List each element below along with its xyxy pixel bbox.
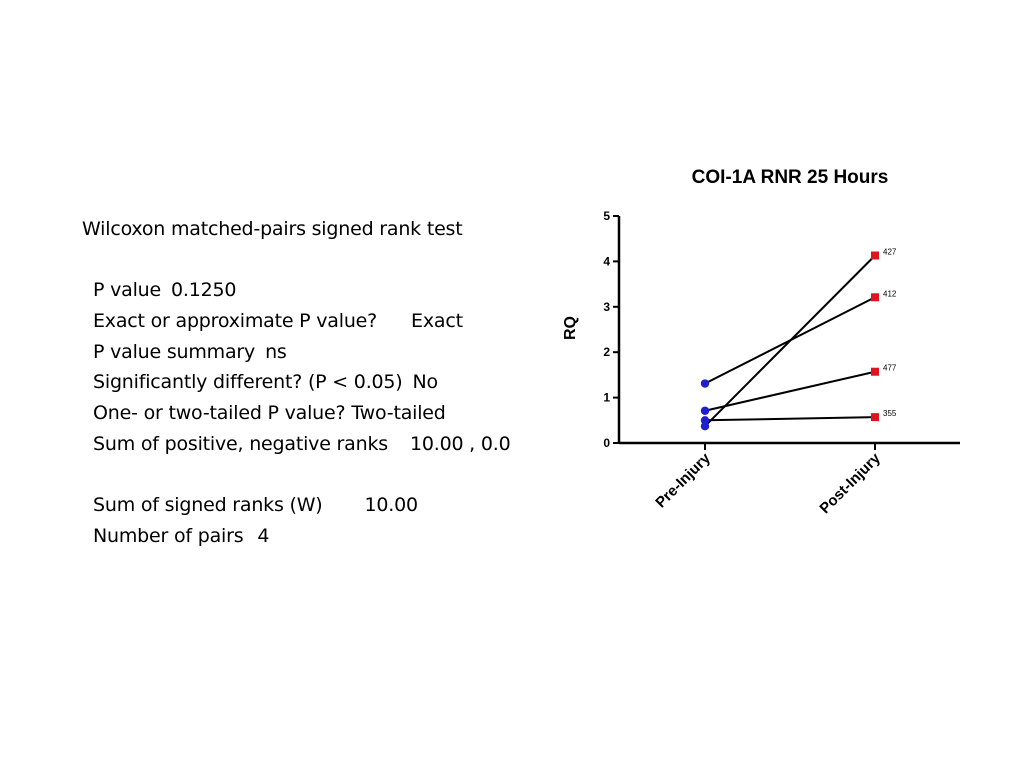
y-tick-label: 1 <box>603 391 610 405</box>
y-tick-label: 0 <box>603 436 610 450</box>
stat-label: P value <box>93 279 161 302</box>
results-block-b: Sum of signed ranks (W) 10.00 Number of p… <box>82 490 562 551</box>
stat-row-summary: P value summary ns <box>82 337 562 368</box>
stat-value: Two-tailed <box>351 402 446 425</box>
stat-value: 10.00 <box>364 494 419 517</box>
stat-value: 4 <box>257 524 270 547</box>
results-block-a: P value 0.1250 Exact or approximate P val… <box>82 275 562 459</box>
stat-row-significant: Significantly different? (P < 0.05) No <box>82 367 562 398</box>
point-label: 412 <box>883 289 897 298</box>
series-line <box>704 296 876 385</box>
y-tick-label: 4 <box>603 254 610 268</box>
pre-injury-point <box>700 416 710 425</box>
y-tick-label: 5 <box>603 209 610 223</box>
chart-title: COI-1A RNR 25 Hours <box>692 167 889 188</box>
statistics-panel: Wilcoxon matched-pairs signed rank test … <box>82 214 562 552</box>
axes: 0 1 2 3 4 5 Pre-Injury Post-Injury <box>603 209 960 517</box>
stat-label: P value summary <box>93 340 256 363</box>
y-tick-label: 3 <box>603 300 610 314</box>
series-line <box>704 416 876 422</box>
point-label: 355 <box>883 409 897 418</box>
stat-value: No <box>412 371 439 394</box>
stat-label: Sum of signed ranks (W) <box>93 494 323 517</box>
y-axis-label: RQ <box>562 316 579 340</box>
x-tick-label: Pre-Injury <box>652 449 714 511</box>
stat-label: Number of pairs <box>93 524 244 547</box>
stat-row-pairs: Number of pairs 4 <box>82 521 562 552</box>
stat-label: One- or two-tailed P value? <box>93 402 346 425</box>
y-tick-label: 2 <box>603 345 610 359</box>
series-line <box>704 370 876 412</box>
markers: 427 412 477 355 <box>700 247 897 431</box>
pre-injury-point <box>700 406 710 415</box>
stat-label: Significantly different? (P < 0.05) <box>93 371 403 394</box>
point-label: 477 <box>883 364 897 373</box>
stat-value: Exact <box>411 310 463 333</box>
stat-row-tails: One- or two-tailed P value? Two-tailed <box>82 398 562 429</box>
x-tick-label: Post-Injury <box>816 449 884 517</box>
post-injury-point <box>871 251 879 260</box>
series-lines <box>704 254 876 427</box>
pre-injury-point <box>700 422 710 431</box>
stat-value: 0.1250 <box>171 279 237 302</box>
stat-row-p-value: P value 0.1250 <box>82 275 562 306</box>
stat-row-ranks: Sum of positive, negative ranks 10.00 , 0… <box>82 429 562 460</box>
stat-label: Exact or approximate P value? <box>93 310 378 333</box>
stat-value: ns <box>265 340 287 363</box>
stat-row-exact: Exact or approximate P value? Exact <box>82 306 562 337</box>
post-injury-point <box>871 413 879 422</box>
stat-label: Sum of positive, negative ranks <box>93 432 388 455</box>
stat-row-signed-ranks: Sum of signed ranks (W) 10.00 <box>82 490 562 521</box>
post-injury-point <box>871 293 879 302</box>
test-heading: Wilcoxon matched-pairs signed rank test <box>82 218 463 240</box>
stat-value: 10.00 , 0.0 <box>409 432 511 455</box>
pre-injury-point <box>700 379 710 388</box>
post-injury-point <box>871 367 879 376</box>
point-label: 427 <box>883 247 897 256</box>
